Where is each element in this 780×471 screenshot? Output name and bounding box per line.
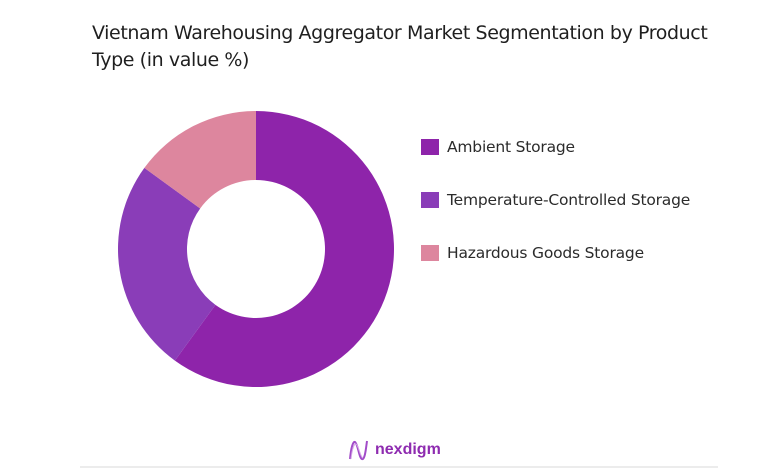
legend-swatch [421,245,439,261]
donut-slice-hazardous-goods-storage [144,111,256,209]
legend-swatch [421,139,439,155]
legend-item-temperature-controlled: Temperature-Controlled Storage [421,187,690,213]
brand-logo: nexdigm [347,438,441,462]
legend-item-hazardous: Hazardous Goods Storage [421,240,690,266]
legend-swatch [421,192,439,208]
legend-item-ambient: Ambient Storage [421,134,690,160]
brand-name: nexdigm [375,441,441,458]
donut-slice-temperature-controlled-storage [117,167,216,361]
chart-title: Vietnam Warehousing Aggregator Market Se… [92,22,708,71]
legend-label: Ambient Storage [447,138,575,156]
footer-divider [80,466,718,468]
donut-slice-ambient-storage [174,111,394,387]
legend-label: Temperature-Controlled Storage [447,191,691,209]
legend-label: Hazardous Goods Storage [447,244,644,262]
chart-legend: Ambient Storage Temperature-Controlled S… [421,134,690,293]
nexdigm-wave-icon [349,440,368,460]
